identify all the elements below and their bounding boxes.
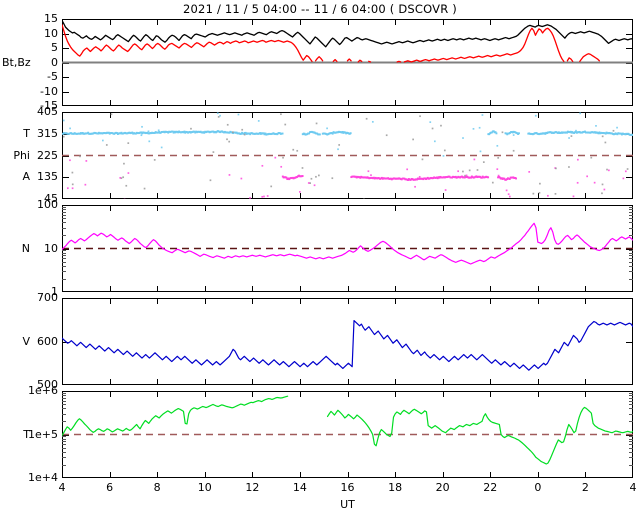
xtick-label-4: 12: [245, 481, 260, 494]
ytick-label-v-2: 500: [37, 378, 58, 391]
ytick-label-v-0: 700: [37, 291, 58, 304]
ytick-label-phi-1: 315: [37, 126, 58, 140]
axis-label-ut: UT: [340, 498, 355, 511]
page-title: 2021 / 11 / 5 04:00 -- 11 / 6 04:00 ( DS…: [183, 2, 457, 16]
xtick-label-12: 4: [629, 481, 637, 494]
ytick-label-btbz-3: 0: [51, 55, 58, 69]
ytick-label-phi-0: 405: [37, 105, 58, 118]
ytick-label-phi-2: 225: [37, 148, 58, 162]
axis-name-phi: Phi: [13, 148, 30, 162]
ytick-label-t-1: 1e+5: [28, 427, 58, 441]
xtick-label-6: 16: [340, 481, 355, 494]
ytick-label-v-1: 600: [37, 334, 58, 348]
axis-name-velocity: V: [22, 334, 30, 348]
ytick-label-n-2: 1: [51, 285, 58, 298]
xtick-label-7: 18: [388, 481, 403, 494]
xtick-label-10: 0: [534, 481, 542, 494]
xtick-label-9: 22: [483, 481, 498, 494]
ytick-label-btbz-2: 5: [51, 41, 58, 54]
xtick-label-11: 2: [581, 481, 589, 494]
ytick-label-btbz-1: 10: [44, 26, 58, 40]
ytick-label-phi-4: 45: [44, 192, 58, 205]
panel-bt-bz: [62, 19, 633, 106]
ytick-label-n-0: 100: [37, 198, 58, 211]
xtick-label-3: 10: [197, 481, 212, 494]
ytick-label-t-0: 1e+6: [28, 384, 58, 397]
axis-name-density: N: [21, 241, 30, 255]
xtick-label-1: 6: [106, 481, 114, 494]
ytick-label-btbz-4: -5: [47, 70, 58, 83]
ytick-label-n-1: 10: [44, 241, 58, 255]
ytick-label-btbz-6: -15: [40, 99, 58, 112]
xtick-label-0: 4: [58, 481, 66, 494]
axis-name-phi-t: T: [23, 126, 30, 140]
ytick-label-btbz-5: -10: [40, 84, 58, 98]
xtick-label-5: 14: [292, 481, 307, 494]
xtick-label-2: 8: [153, 481, 161, 494]
panel-velocity: [62, 298, 633, 385]
xtick-label-8: 20: [435, 481, 450, 494]
axis-name-temperature: T: [23, 427, 30, 441]
ytick-label-t-2: 1e+4: [28, 471, 58, 484]
panel-temperature: [62, 391, 633, 478]
axis-name-bt-bz: Bt,Bz: [2, 55, 31, 69]
panel-phi: [62, 112, 633, 199]
axis-name-phi-a: A: [22, 170, 30, 184]
panel-density: [62, 205, 633, 292]
ytick-label-phi-3: 135: [37, 170, 58, 184]
ytick-label-btbz-0: 15: [44, 12, 58, 25]
